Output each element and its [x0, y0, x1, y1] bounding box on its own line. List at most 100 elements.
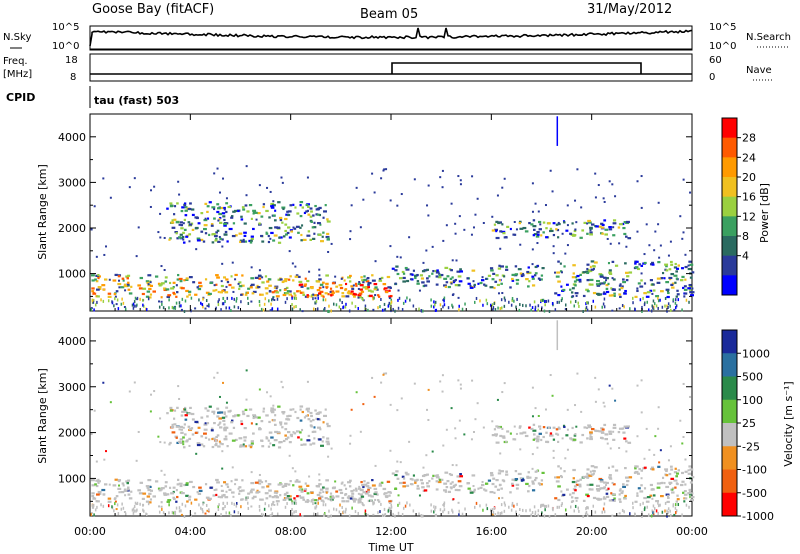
- power-cell: [354, 282, 357, 285]
- velocity-cell: [406, 501, 408, 505]
- power-cell: [113, 292, 116, 296]
- power-cell: [240, 300, 242, 304]
- velocity-cell: [541, 511, 543, 515]
- power-cell: [599, 282, 602, 285]
- velocity-cell: [371, 484, 376, 487]
- velocity-colorbar-label: Velocity [m s⁻¹]: [782, 381, 795, 466]
- velocity-cell: [142, 503, 144, 507]
- velocity-cell: [657, 504, 660, 508]
- power-cell: [230, 215, 234, 218]
- velocity-cell: [449, 482, 453, 485]
- velocity-cell: [414, 481, 417, 484]
- velocity-cell: [540, 438, 543, 442]
- velocity-cell: [188, 498, 191, 501]
- power-cell: [373, 296, 375, 300]
- power-cell: [341, 292, 345, 295]
- power-cell: [620, 286, 624, 290]
- velocity-cell: [218, 417, 222, 420]
- power-cell: [174, 306, 177, 310]
- velocity-cell: [246, 414, 250, 418]
- velocity-cell: [601, 487, 606, 490]
- power-cell: [216, 203, 220, 206]
- velocity-cell: [326, 437, 330, 440]
- velocity-cell: [305, 408, 309, 411]
- velocity-cell: [182, 426, 185, 429]
- power-cell: [252, 212, 255, 215]
- power-cell: [325, 286, 328, 289]
- velocity-colorbar-segment: [722, 376, 737, 401]
- velocity-cell: [241, 410, 245, 413]
- velocity-cell: [113, 509, 115, 513]
- power-cell: [238, 281, 242, 284]
- power-cell: [428, 275, 431, 278]
- power-cell: [669, 278, 672, 281]
- velocity-cell: [308, 475, 311, 478]
- power-colorbar-segment: [722, 216, 737, 237]
- power-cell: [482, 221, 485, 224]
- power-cell: [370, 290, 374, 293]
- power-cell: [223, 206, 226, 210]
- power-cell: [324, 204, 327, 207]
- velocity-cell: [225, 511, 227, 515]
- velocity-cell: [247, 506, 250, 510]
- velocity-cell: [435, 488, 439, 491]
- power-cell: [537, 304, 540, 308]
- velocity-cell: [216, 407, 220, 410]
- power-cell: [502, 232, 506, 235]
- power-cell: [349, 274, 352, 278]
- velocity-cell: [244, 498, 248, 501]
- power-cell: [213, 172, 216, 175]
- velocity-cell: [608, 384, 611, 387]
- velocity-cell: [495, 479, 499, 482]
- velocity-cell: [595, 429, 599, 433]
- velocity-cell: [188, 495, 192, 498]
- power-cell: [557, 222, 561, 226]
- power-cell: [499, 247, 502, 250]
- velocity-cell: [349, 442, 352, 445]
- velocity-cell: [633, 512, 636, 516]
- velocity-cell: [225, 483, 229, 486]
- velocity-cell: [430, 503, 432, 507]
- velocity-cell: [505, 440, 508, 443]
- power-cell: [350, 290, 354, 293]
- power-cell: [294, 206, 297, 209]
- power-cell: [603, 276, 607, 279]
- power-cell: [657, 261, 661, 264]
- power-cell: [344, 288, 348, 291]
- power-cell: [117, 307, 120, 311]
- velocity-cell: [93, 409, 96, 412]
- velocity-cell: [495, 441, 500, 444]
- velocity-cell: [672, 503, 675, 507]
- power-cell: [491, 303, 494, 307]
- power-cell: [304, 277, 307, 280]
- power-cell: [258, 222, 261, 225]
- velocity-cell: [667, 459, 670, 462]
- velocity-cell: [286, 502, 288, 506]
- power-cell: [112, 279, 117, 282]
- power-cell: [238, 287, 241, 291]
- power-cell: [318, 206, 322, 210]
- velocity-cell: [394, 487, 397, 490]
- power-cell: [107, 292, 112, 295]
- power-cell: [511, 273, 516, 277]
- velocity-cell: [289, 433, 293, 436]
- velocity-cell: [219, 421, 222, 424]
- velocity-cell: [170, 492, 175, 495]
- power-cell: [347, 276, 351, 279]
- velocity-cell: [609, 477, 613, 480]
- power-cell: [491, 229, 496, 232]
- power-cell: [497, 292, 500, 295]
- power-cell: [412, 304, 415, 308]
- velocity-cell: [357, 498, 362, 501]
- velocity-cell: [314, 409, 317, 412]
- velocity-cell: [643, 487, 647, 490]
- power-cell: [493, 302, 496, 306]
- power-cell: [624, 262, 627, 265]
- velocity-cell: [652, 504, 655, 508]
- power-cell: [531, 210, 534, 213]
- velocity-cell: [689, 481, 693, 484]
- power-cell: [288, 293, 293, 296]
- velocity-cell: [364, 509, 367, 513]
- power-cell: [501, 306, 503, 310]
- power-cell: [649, 289, 653, 292]
